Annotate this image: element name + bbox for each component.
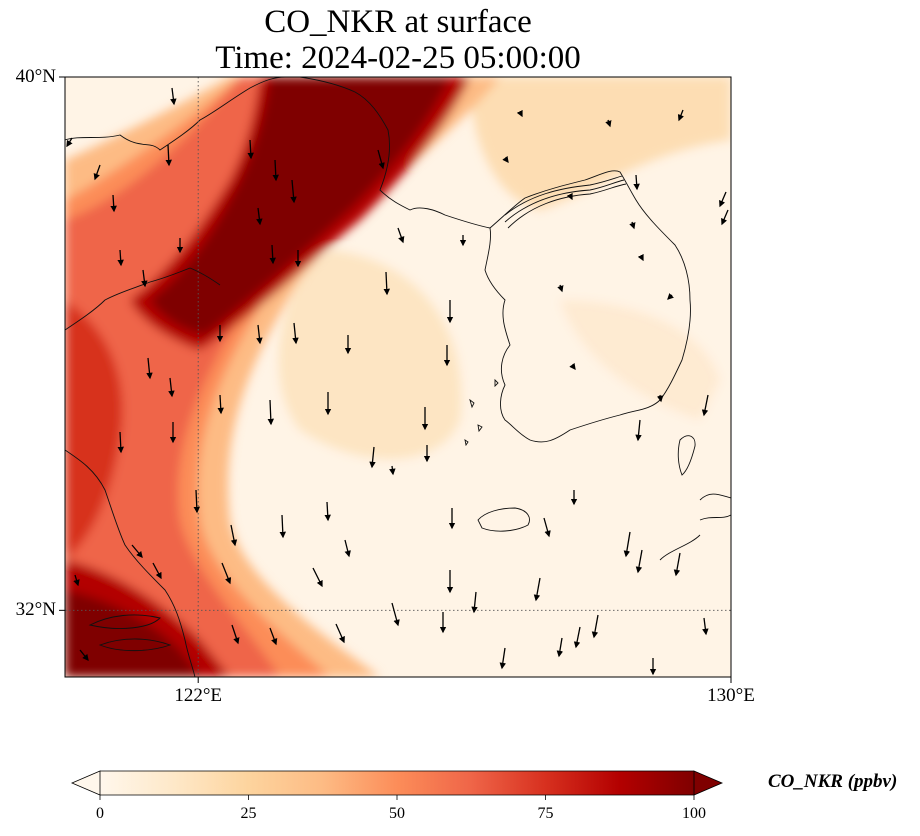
gridlines — [65, 77, 731, 677]
wind-arrow — [369, 446, 376, 469]
wind-arrow — [117, 249, 124, 267]
colorbar — [70, 770, 724, 800]
wind-arrow — [79, 649, 89, 662]
wind-arrow — [269, 627, 278, 646]
coastlines — [65, 77, 731, 677]
wind-arrow — [146, 357, 153, 380]
wind-arrow — [230, 524, 238, 547]
map-time: Time: 2024-02-25 05:00:00 — [215, 40, 581, 76]
wind-arrow — [673, 552, 681, 577]
concentration-field — [65, 77, 731, 677]
wind-arrow — [677, 109, 684, 122]
wind-arrow — [66, 137, 73, 148]
colorbar-tick-label: 100 — [682, 805, 706, 822]
wind-arrow — [543, 517, 551, 538]
wind-arrow — [267, 399, 275, 426]
wind-arrow — [269, 244, 276, 265]
wind-arrow — [279, 514, 287, 539]
wind-arrow — [221, 562, 232, 585]
wind-arrow — [667, 293, 674, 300]
wind-arrow — [721, 209, 729, 226]
colorbar-tick-label: 50 — [389, 805, 405, 822]
colorbar-extend-min — [70, 770, 101, 796]
axis-ticks — [59, 76, 732, 683]
wind-arrow — [165, 144, 172, 167]
wind-arrow — [633, 174, 640, 191]
lon-label: 122°E — [174, 685, 223, 706]
wind-arrow — [391, 602, 400, 627]
lat-label: 40°N — [15, 66, 56, 87]
wind-arrow — [719, 191, 727, 208]
wind-arrow — [290, 179, 297, 204]
wind-arrow — [73, 574, 80, 587]
wind-arrow — [635, 419, 642, 442]
colorbar-extend-max — [693, 770, 724, 796]
wind-arrow — [231, 624, 240, 645]
wind-arrow — [292, 322, 299, 345]
wind-arrow — [217, 394, 224, 415]
wind-arrow — [702, 617, 709, 636]
wind-arrow — [569, 362, 576, 371]
colorbar-gradient — [100, 771, 694, 795]
colorbar-tick-label: 0 — [96, 805, 104, 822]
wind-arrow — [383, 271, 391, 296]
colorbar-tick-label: 75 — [537, 805, 554, 822]
wind-arrow — [256, 207, 263, 226]
wind-arrow — [573, 626, 581, 649]
wind-arrow — [389, 465, 396, 476]
wind-arrow — [591, 614, 599, 639]
wind-arrow — [335, 623, 345, 644]
wind-arrow — [605, 119, 612, 128]
wind-arrow — [312, 567, 323, 588]
wind-arrow — [168, 377, 175, 398]
wind-arrow — [110, 194, 117, 213]
wind-arrow — [656, 394, 664, 403]
wind-arrow — [256, 324, 263, 345]
colorbar-title: CO_NKR (ppbv) — [768, 771, 898, 792]
wind-arrow — [272, 159, 279, 182]
wind-arrow — [533, 577, 541, 602]
wind-arrow — [397, 227, 405, 244]
wind-arrow — [557, 284, 564, 293]
colorbar-tick-label: 25 — [240, 805, 257, 822]
wind-arrow — [131, 544, 143, 558]
wind-vectors — [66, 87, 729, 676]
wind-arrow — [170, 87, 177, 106]
wind-arrow — [623, 531, 631, 558]
wind-arrow — [502, 155, 509, 164]
map-frame — [64, 76, 732, 678]
wind-arrow — [117, 431, 124, 454]
wind-arrow — [635, 549, 643, 574]
wind-arrow — [324, 501, 331, 522]
wind-arrow — [701, 394, 709, 417]
lat-label: 32°N — [15, 599, 56, 621]
wind-arrow — [344, 539, 351, 558]
wind-arrow — [556, 637, 564, 658]
wind-arrow — [629, 221, 636, 230]
wind-arrow — [377, 149, 385, 170]
wind-arrow — [193, 489, 201, 514]
wind-arrow — [637, 253, 644, 262]
wind-arrow — [152, 562, 162, 580]
wind-arrow — [141, 269, 148, 288]
wind-arrow — [471, 591, 478, 614]
wind-arrow — [247, 139, 254, 160]
wind-arrow — [566, 192, 573, 201]
wind-arrow — [516, 109, 523, 118]
lon-label: 130°E — [707, 685, 755, 706]
map-title: CO_NKR at surface — [264, 4, 532, 40]
wind-arrow — [93, 164, 101, 181]
wind-arrow — [499, 647, 506, 670]
